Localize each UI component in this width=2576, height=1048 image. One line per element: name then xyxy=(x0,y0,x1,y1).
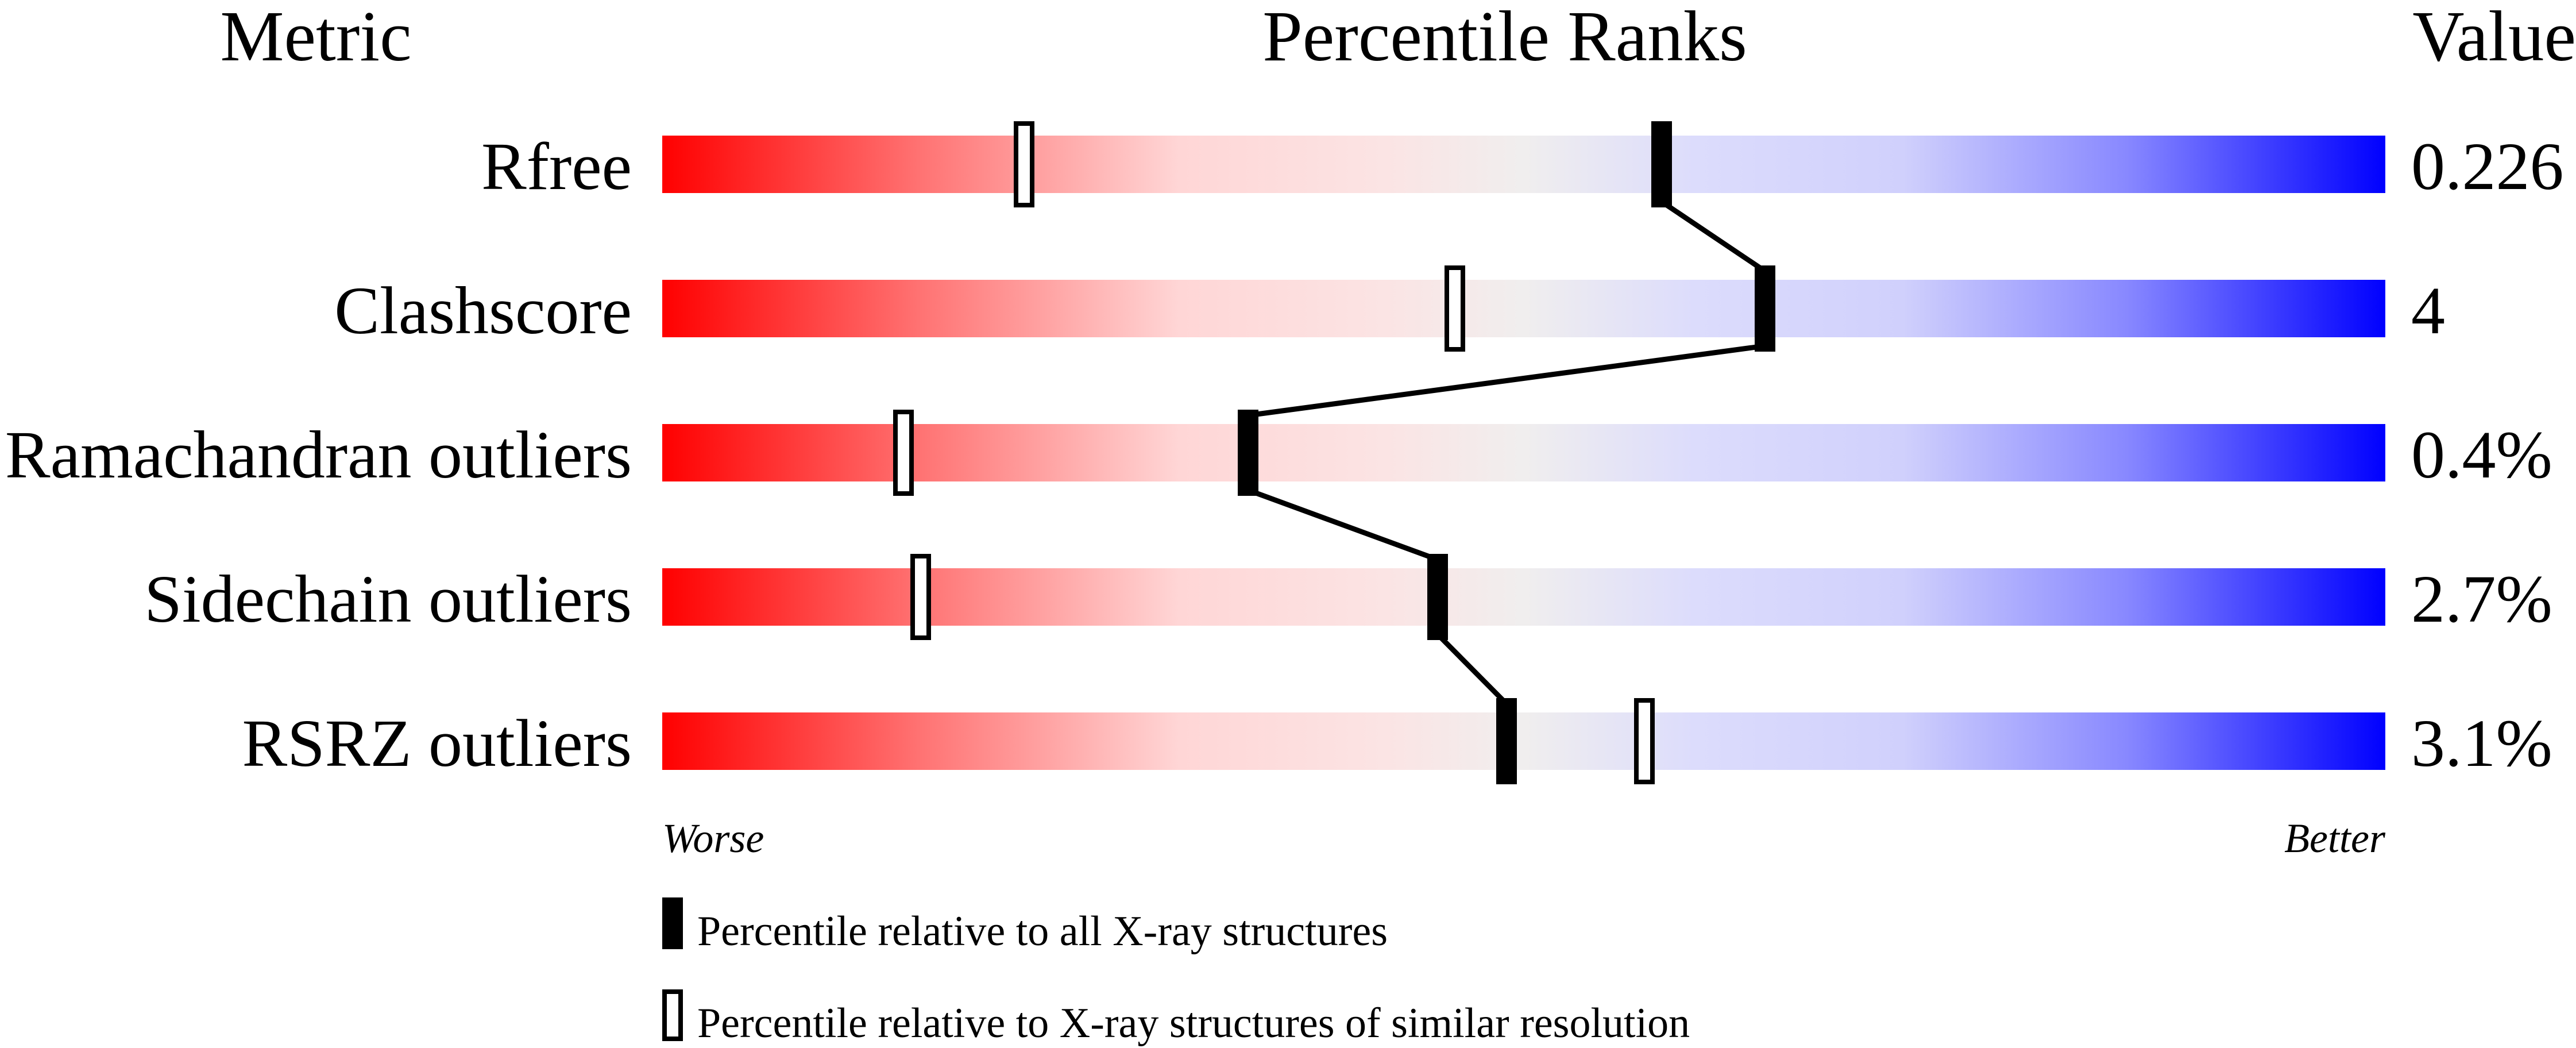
percentile-bar xyxy=(662,712,2385,770)
metric-label: RSRZ outliers xyxy=(242,706,632,781)
legend-similar-label: Percentile relative to X-ray structures … xyxy=(697,1000,1690,1047)
percentile-bar xyxy=(662,280,2385,337)
connector-line xyxy=(1435,632,1509,706)
similar-resolution-marker xyxy=(1634,698,1655,784)
metric-label: Sidechain outliers xyxy=(144,561,632,637)
all-structures-marker xyxy=(1496,698,1517,784)
all-structures-marker xyxy=(1755,265,1775,352)
connector-line xyxy=(1248,343,1766,418)
connector-line xyxy=(1660,199,1767,273)
legend-filled-marker-icon xyxy=(662,897,683,949)
metric-value: 3.1% xyxy=(2411,706,2552,781)
metric-value: 0.226 xyxy=(2411,129,2564,204)
metric-value: 2.7% xyxy=(2411,561,2552,637)
header-metric: Metric xyxy=(220,0,411,76)
better-label: Better xyxy=(2284,815,2386,861)
similar-resolution-marker xyxy=(910,554,931,640)
all-structures-marker xyxy=(1427,554,1448,640)
percentile-bar xyxy=(662,136,2385,193)
legend-all-label: Percentile relative to all X-ray structu… xyxy=(697,908,1388,955)
header-percentile-ranks: Percentile Ranks xyxy=(1262,0,1747,76)
all-structures-marker xyxy=(1651,121,1672,207)
metric-value: 0.4% xyxy=(2411,417,2552,492)
similar-resolution-marker xyxy=(1445,265,1465,352)
worse-label: Worse xyxy=(662,815,764,861)
metric-value: 4 xyxy=(2411,273,2445,348)
metric-label: Ramachandran outliers xyxy=(5,417,632,492)
connector-line xyxy=(1247,487,1439,562)
percentile-bar xyxy=(662,424,2385,481)
metric-label: Clashscore xyxy=(334,273,632,348)
header-value: Value xyxy=(2412,0,2576,76)
metric-label: Rfree xyxy=(481,129,632,204)
percentile-bar xyxy=(662,568,2385,626)
similar-resolution-marker xyxy=(1014,121,1034,207)
all-structures-marker xyxy=(1238,410,1258,496)
legend-hollow-marker-icon xyxy=(662,989,683,1041)
similar-resolution-marker xyxy=(893,410,914,496)
